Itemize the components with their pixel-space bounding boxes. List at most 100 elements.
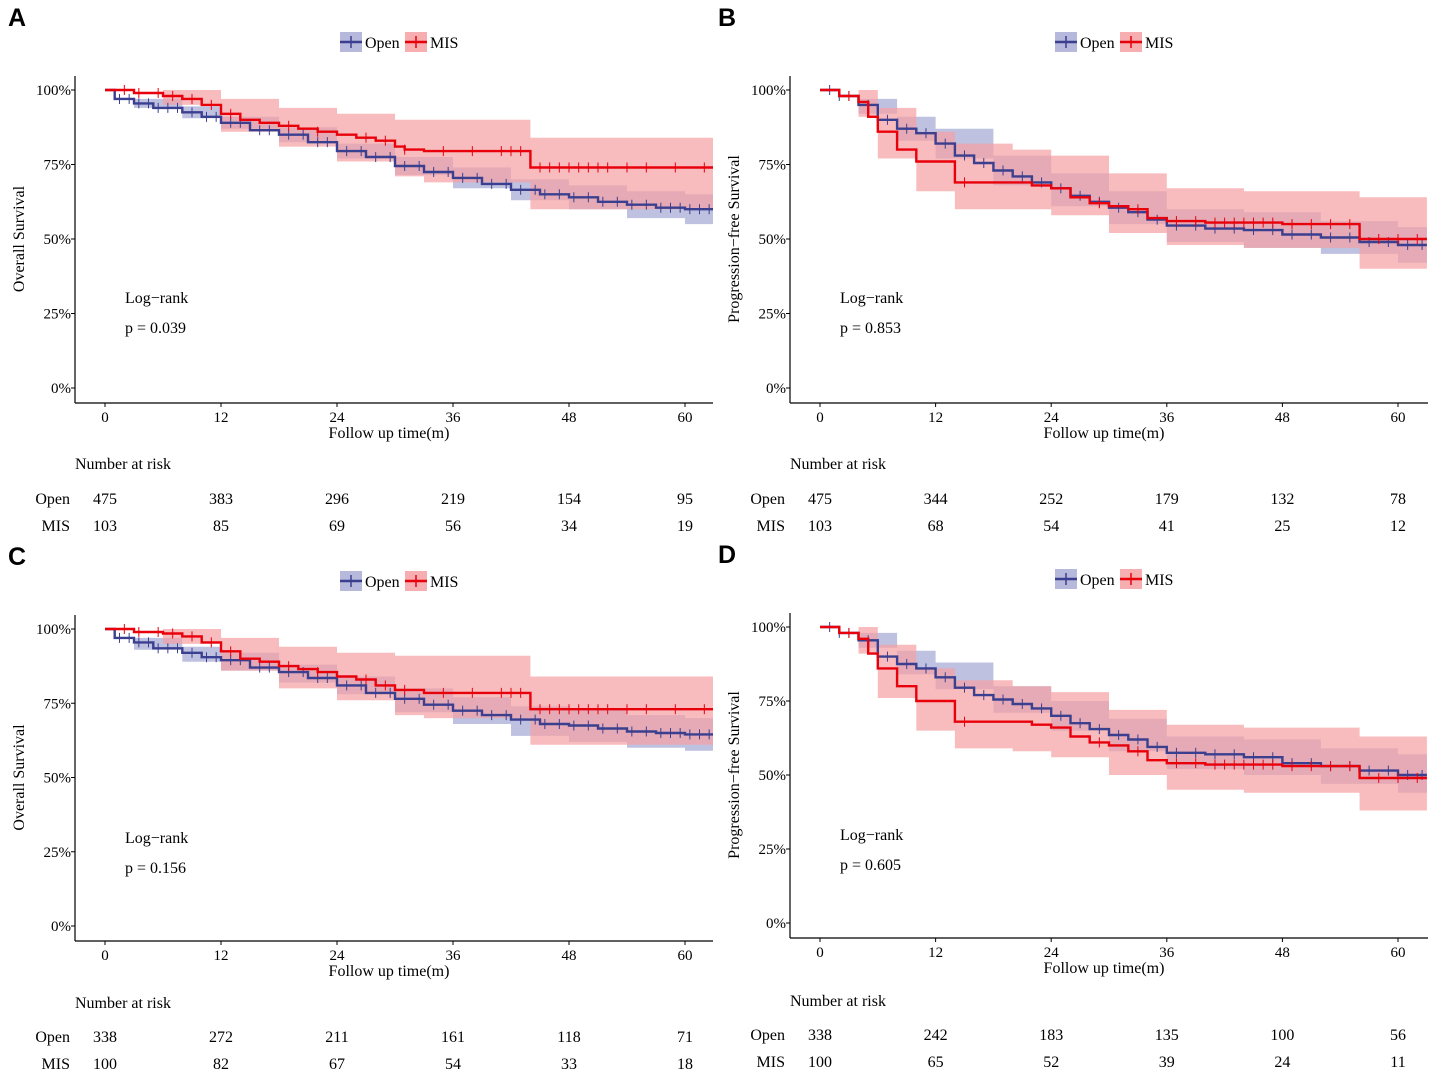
x-axis-title: Follow up time(m) [329, 963, 450, 980]
risk-table-title: Number at risk [790, 456, 886, 473]
y-tick-label: 25% [44, 307, 72, 323]
legend: Open MIS [340, 32, 458, 52]
legend-label-mis: MIS [1145, 35, 1173, 52]
plot-area [820, 622, 1427, 811]
x-tick-label: 12 [214, 948, 229, 964]
x-tick-label: 36 [446, 410, 462, 426]
x-tick-label: 48 [1275, 945, 1290, 961]
risk-count: 19 [677, 518, 693, 535]
risk-count: 338 [93, 1029, 117, 1046]
risk-count: 272 [209, 1029, 233, 1046]
legend-label-open: Open [1080, 35, 1115, 52]
risk-table-title: Number at risk [75, 456, 171, 473]
y-tick-label: 100% [36, 83, 71, 99]
legend: Open MIS [1055, 32, 1173, 52]
panel-d: D Open MIS 0% 25% 50% 75% 100% 0 12 24 36 48 60 Follow… [718, 541, 1428, 1071]
risk-count: 179 [1155, 491, 1179, 508]
risk-count: 383 [209, 491, 233, 508]
y-axis-title: Progression−free Survival [726, 155, 743, 323]
x-tick-label: 48 [1275, 410, 1290, 426]
y-tick-label: 75% [759, 694, 787, 710]
risk-count: 52 [1043, 1054, 1059, 1071]
risk-count: 100 [1270, 1027, 1294, 1044]
x-tick-label: 24 [1044, 945, 1060, 961]
risk-count: 95 [677, 491, 693, 508]
risk-count: 103 [93, 518, 117, 535]
risk-count: 56 [1390, 1027, 1406, 1044]
risk-count: 100 [93, 1056, 117, 1071]
x-tick-label: 0 [816, 410, 824, 426]
y-tick-label: 75% [759, 158, 787, 174]
legend: Open MIS [1055, 569, 1173, 589]
y-axis-title: Overall Survival [11, 724, 28, 831]
x-tick-label: 48 [562, 948, 577, 964]
y-tick-label: 0% [51, 381, 71, 397]
panel-label: D [718, 541, 736, 569]
panel-label: A [8, 4, 26, 32]
x-tick-label: 24 [330, 410, 346, 426]
y-axis-title: Progression−free Survival [726, 691, 743, 859]
risk-count: 56 [445, 518, 461, 535]
risk-count: 338 [808, 1027, 832, 1044]
x-tick-label: 36 [1159, 945, 1175, 961]
y-tick-label: 25% [759, 307, 787, 323]
p-value: p = 0.039 [125, 320, 186, 337]
risk-count: 344 [924, 491, 948, 508]
x-tick-label: 60 [1391, 410, 1406, 426]
risk-row-label-mis: MIS [42, 518, 70, 535]
y-tick-label: 0% [766, 916, 786, 932]
y-tick-label: 25% [44, 845, 72, 861]
y-tick-label: 75% [44, 696, 72, 712]
risk-row-label-mis: MIS [757, 1054, 785, 1071]
risk-count: 296 [325, 491, 349, 508]
km-curve-open [105, 88, 713, 211]
x-tick-label: 24 [1044, 410, 1060, 426]
risk-row-label-open: Open [750, 491, 785, 508]
risk-count: 33 [561, 1056, 577, 1071]
risk-count: 12 [1390, 518, 1406, 535]
risk-count: 54 [1043, 518, 1059, 535]
legend-label-open: Open [1080, 572, 1115, 589]
ci-band-mis [820, 627, 1427, 811]
risk-count: 211 [325, 1029, 348, 1046]
risk-table: Number at risk Open 475 344 252 179 132 78 MIS 10… [750, 456, 1406, 535]
ci-band-mis [820, 90, 1427, 269]
risk-count: 41 [1159, 518, 1175, 535]
risk-table: Number at risk Open 475 383 296 219 154 95 MIS 10… [35, 456, 693, 535]
risk-count: 39 [1159, 1054, 1175, 1071]
risk-count: 85 [213, 518, 229, 535]
risk-table-title: Number at risk [75, 995, 171, 1012]
plot-area [105, 624, 713, 751]
risk-count: 183 [1039, 1027, 1063, 1044]
risk-table-title: Number at risk [790, 993, 886, 1010]
x-tick-label: 60 [678, 948, 693, 964]
y-tick-label: 50% [44, 232, 72, 248]
panel-b: B Open MIS 0% 25% 50% 75% 100% 0 12 24 36 48 60 Follow… [718, 4, 1428, 535]
x-tick-label: 12 [928, 410, 943, 426]
x-tick-label: 0 [816, 945, 824, 961]
risk-row-label-open: Open [35, 1029, 70, 1046]
risk-count: 100 [808, 1054, 832, 1071]
legend-label-open: Open [365, 574, 400, 591]
risk-count: 103 [808, 518, 832, 535]
risk-count: 34 [561, 518, 577, 535]
x-tick-label: 48 [562, 410, 577, 426]
x-axis-title: Follow up time(m) [1044, 960, 1165, 977]
km-curve-open [105, 627, 713, 736]
risk-row-label-open: Open [35, 491, 70, 508]
x-tick-label: 60 [678, 410, 693, 426]
risk-count: 118 [557, 1029, 580, 1046]
risk-count: 68 [928, 518, 944, 535]
risk-row-label-mis: MIS [757, 518, 785, 535]
risk-count: 25 [1274, 518, 1290, 535]
y-tick-label: 50% [759, 768, 787, 784]
test-label: Log−rank [125, 290, 188, 307]
y-tick-label: 0% [51, 919, 71, 935]
km-curve-mis [820, 88, 1427, 241]
y-tick-label: 25% [759, 842, 787, 858]
plot-area [105, 85, 713, 225]
test-label: Log−rank [840, 290, 903, 307]
panel-label: B [718, 4, 736, 32]
legend-label-mis: MIS [430, 574, 458, 591]
